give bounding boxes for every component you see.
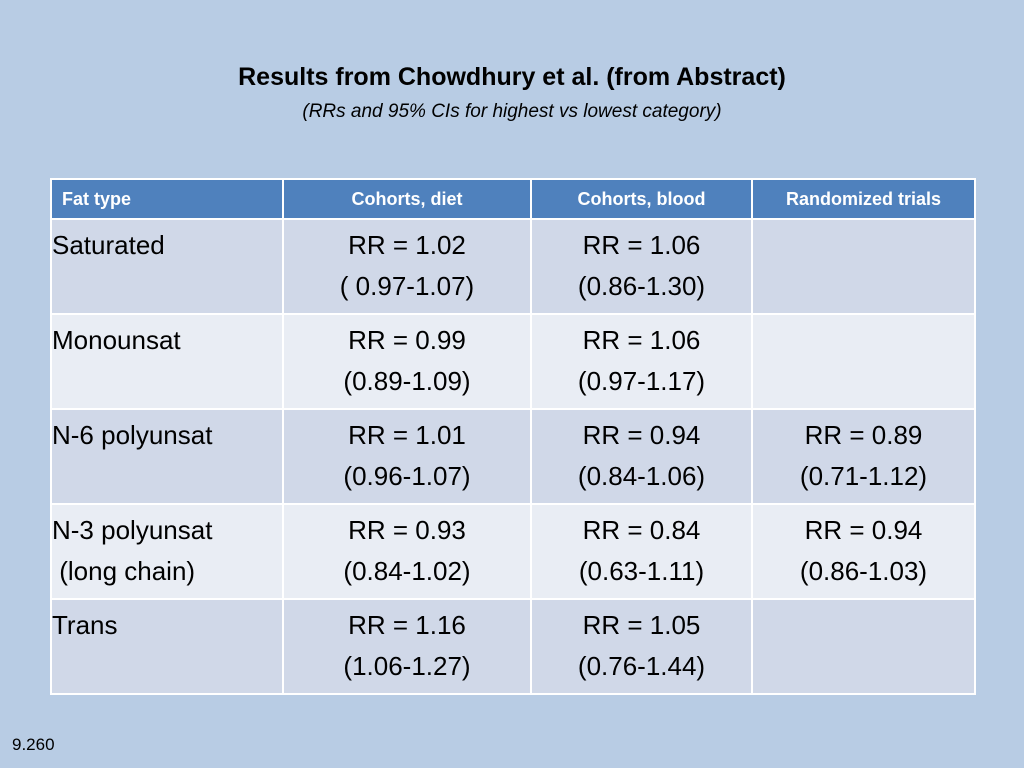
fat-type-cell: Trans	[50, 598, 284, 695]
fat-type-label: N-3 polyunsat	[52, 515, 213, 545]
randomized-trials-cell	[751, 218, 976, 315]
rr-value: RR = 0.99	[348, 325, 466, 355]
fat-type-label: Trans	[52, 610, 118, 640]
rr-value: RR = 1.01	[348, 420, 466, 450]
fat-type-cell: N-6 polyunsat	[50, 408, 284, 505]
table-row: N-3 polyunsat (long chain) RR = 0.93 (0.…	[50, 503, 976, 600]
rr-value: RR = 0.89	[804, 420, 923, 450]
ci-range: (0.96-1.07)	[343, 461, 471, 491]
slide-title: Results from Chowdhury et al. (from Abst…	[238, 63, 786, 91]
rr-value: RR = 0.93	[348, 515, 466, 545]
table-row: N-6 polyunsat RR = 1.01 (0.96-1.07) RR =…	[50, 408, 976, 505]
ci-range: (0.86-1.03)	[799, 556, 928, 586]
table-row: Trans RR = 1.16 (1.06-1.27) RR = 1.05 (0…	[50, 598, 976, 695]
cohorts-diet-cell: RR = 1.01 (0.96-1.07)	[282, 408, 532, 505]
ci-range: (0.89-1.09)	[343, 366, 471, 396]
ci-range: (0.84-1.06)	[577, 461, 706, 491]
cohorts-diet-cell: RR = 1.02 ( 0.97-1.07)	[282, 218, 532, 315]
header-fat-type: Fat type	[50, 178, 284, 220]
rr-value: RR = 1.02	[348, 230, 466, 260]
cohorts-blood-cell: RR = 0.84 (0.63-1.11)	[530, 503, 753, 600]
randomized-trials-cell	[751, 598, 976, 695]
randomized-trials-cell: RR = 0.89 (0.71-1.12)	[751, 408, 976, 505]
fat-type-cell: Monounsat	[50, 313, 284, 410]
cohorts-blood-cell: RR = 1.06 (0.86-1.30)	[530, 218, 753, 315]
table-row: Saturated RR = 1.02 ( 0.97-1.07) RR = 1.…	[50, 218, 976, 315]
slide-number: 9.260	[12, 735, 55, 754]
fat-type-cell: N-3 polyunsat (long chain)	[50, 503, 284, 600]
ci-range: (0.76-1.44)	[577, 651, 706, 681]
rr-value: RR = 0.94	[582, 420, 701, 450]
cohorts-diet-cell: RR = 1.16 (1.06-1.27)	[282, 598, 532, 695]
header-cohorts-blood: Cohorts, blood	[530, 178, 753, 220]
rr-value: RR = 0.94	[804, 515, 923, 545]
cohorts-blood-cell: RR = 0.94 (0.84-1.06)	[530, 408, 753, 505]
cohorts-blood-cell: RR = 1.06 (0.97-1.17)	[530, 313, 753, 410]
rr-value: RR = 1.06	[582, 230, 701, 260]
header-randomized-trials: Randomized trials	[751, 178, 976, 220]
ci-range: (0.84-1.02)	[343, 556, 471, 586]
table-row: Monounsat RR = 0.99 (0.89-1.09) RR = 1.0…	[50, 313, 976, 410]
ci-range: ( 0.97-1.07)	[339, 271, 475, 301]
fat-type-label: N-6 polyunsat	[52, 420, 213, 450]
ci-range: (0.86-1.30)	[577, 271, 706, 301]
rr-value: RR = 0.84	[582, 515, 701, 545]
cohorts-diet-cell: RR = 0.93 (0.84-1.02)	[282, 503, 532, 600]
ci-range: (0.63-1.11)	[578, 556, 705, 586]
ci-range: (0.97-1.17)	[577, 366, 706, 396]
rr-value: RR = 1.16	[348, 610, 466, 640]
fat-type-label: Saturated	[52, 230, 165, 260]
cohorts-diet-cell: RR = 0.99 (0.89-1.09)	[282, 313, 532, 410]
table-header-row: Fat type Cohorts, diet Cohorts, blood Ra…	[50, 178, 976, 220]
ci-range: (0.71-1.12)	[799, 461, 928, 491]
fat-type-cell: Saturated	[50, 218, 284, 315]
ci-range: (1.06-1.27)	[343, 651, 471, 681]
rr-value: RR = 1.05	[582, 610, 701, 640]
randomized-trials-cell	[751, 313, 976, 410]
cohorts-blood-cell: RR = 1.05 (0.76-1.44)	[530, 598, 753, 695]
results-table: Fat type Cohorts, diet Cohorts, blood Ra…	[50, 178, 976, 695]
header-cohorts-diet: Cohorts, diet	[282, 178, 532, 220]
fat-type-sublabel: (long chain)	[52, 556, 196, 586]
randomized-trials-cell: RR = 0.94 (0.86-1.03)	[751, 503, 976, 600]
fat-type-label: Monounsat	[52, 325, 181, 355]
rr-value: RR = 1.06	[582, 325, 701, 355]
slide-subtitle: (RRs and 95% CIs for highest vs lowest c…	[302, 101, 722, 122]
